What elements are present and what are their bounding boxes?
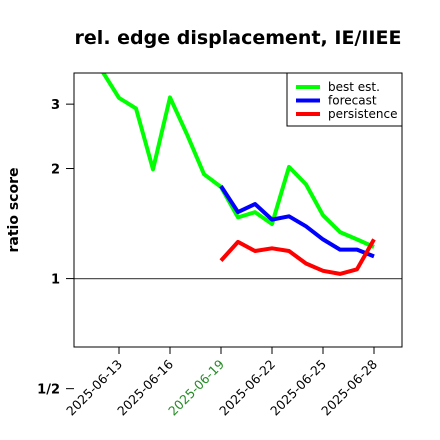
plot-area — [73, 72, 403, 348]
series-line-forecast — [219, 185, 375, 259]
y-tick-label: 1/2 — [37, 383, 60, 398]
y-axis-label: ratio score — [6, 168, 22, 253]
y-tick-label: 2 — [51, 163, 60, 178]
series-line-persistence — [219, 238, 376, 276]
y-tick-label: 1 — [51, 273, 60, 288]
legend-label: best est. — [328, 80, 380, 94]
legend-label: forecast — [328, 94, 377, 108]
y-tick-label: 3 — [51, 98, 60, 113]
legend-label: persistence — [328, 107, 397, 121]
chart-title: rel. edge displacement, IE/IIEE — [75, 27, 402, 49]
